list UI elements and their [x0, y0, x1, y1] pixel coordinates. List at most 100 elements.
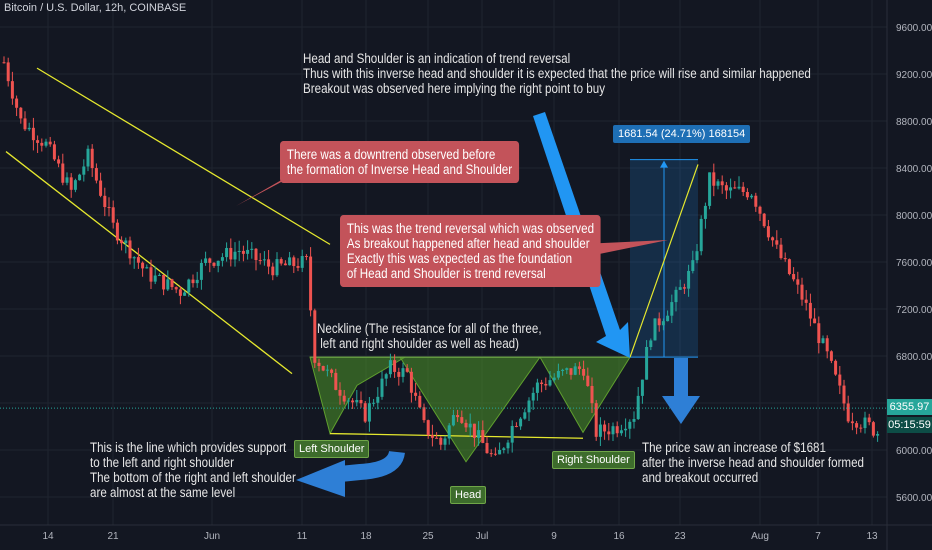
candle-body	[598, 424, 602, 437]
breakout-trend-line	[629, 164, 699, 358]
candle-body	[867, 417, 871, 423]
candle-body	[758, 206, 762, 214]
candle-body	[682, 287, 686, 289]
candle-body	[724, 185, 728, 191]
candle-body	[334, 372, 338, 390]
candle-body	[187, 279, 191, 293]
candle-body	[666, 315, 670, 322]
price-tick-label: 9600.00	[896, 23, 932, 34]
candle-body	[565, 368, 569, 370]
candle-body	[254, 248, 258, 261]
time-tick-label: Jun	[204, 531, 220, 542]
candle-body	[376, 396, 380, 403]
candle-body	[439, 437, 443, 445]
candle-body	[40, 142, 44, 146]
candle-body	[561, 369, 565, 371]
measure-label: 1681.54 (24.71%) 168154	[613, 125, 751, 143]
candle-body	[703, 205, 707, 219]
candle-body	[569, 368, 573, 375]
candle-body	[23, 118, 27, 130]
time-tick-label: Jul	[476, 531, 489, 542]
right-shoulder-label: Right Shoulder	[552, 451, 635, 469]
candle-body	[678, 287, 682, 290]
candle-body	[607, 431, 611, 435]
head-area	[399, 356, 541, 463]
candle-body	[493, 453, 497, 455]
candle-body	[338, 389, 342, 396]
candle-body	[136, 257, 140, 263]
symbol-title: Bitcoin / U.S. Dollar, 12h, COINBASE	[4, 2, 187, 14]
candle-body	[296, 266, 300, 268]
candle-body	[657, 318, 661, 326]
candle-body	[271, 266, 275, 276]
candle-body	[510, 425, 514, 443]
candle-body	[661, 321, 665, 326]
candle-body	[808, 302, 812, 319]
candle-body	[57, 159, 61, 164]
candle-body	[229, 247, 233, 260]
candle-body	[489, 453, 493, 455]
candle-body	[615, 426, 619, 434]
candle-body	[451, 415, 455, 426]
candle-body	[128, 240, 132, 259]
reversal-callout: This was the trend reversal which was ob…	[340, 215, 601, 287]
candle-body	[737, 186, 741, 189]
candle-body	[380, 378, 384, 397]
candle-body	[372, 402, 376, 404]
candle-body	[426, 420, 430, 436]
candle-body	[649, 340, 653, 347]
time-tick-label: 18	[360, 531, 372, 542]
candle-body	[477, 430, 481, 438]
candle-body	[766, 226, 770, 238]
candle-body	[191, 279, 195, 284]
candle-body	[850, 421, 854, 424]
bar-countdown-label: 05:15:59	[887, 417, 932, 433]
candle-body	[409, 371, 413, 393]
candle-body	[804, 299, 808, 303]
candle-body	[552, 377, 556, 381]
candle-body	[855, 423, 859, 428]
candle-body	[367, 403, 371, 422]
candle-body	[787, 259, 791, 275]
candle-body	[838, 374, 842, 386]
candle-body	[430, 435, 434, 438]
candle-body	[199, 262, 203, 280]
candle-body	[355, 399, 359, 403]
candle-body	[636, 395, 640, 420]
candle-body	[304, 256, 308, 258]
candle-body	[779, 244, 783, 259]
candle-body	[716, 181, 720, 186]
candle-body	[472, 423, 476, 438]
candle-body	[422, 407, 426, 421]
candle-body	[813, 318, 817, 324]
candle-body	[78, 174, 82, 181]
candle-body	[750, 195, 754, 198]
channel-upper-line	[36, 67, 331, 245]
candle-body	[775, 240, 779, 245]
down-arrow-shaft	[674, 358, 688, 398]
candle-body	[695, 251, 699, 261]
candle-body	[699, 218, 703, 252]
last-price-label: 6355.97	[887, 399, 932, 415]
candle-body	[590, 385, 594, 404]
candle-body	[359, 399, 363, 404]
time-tick-label: 14	[42, 531, 54, 542]
candle-body	[670, 302, 674, 316]
candle-body	[94, 168, 98, 181]
candle-body	[384, 374, 388, 379]
candle-body	[2, 62, 6, 64]
candle-body	[149, 267, 153, 282]
time-tick-label: 13	[866, 531, 878, 542]
candle-body	[834, 360, 838, 375]
candle-body	[363, 403, 367, 422]
candle-body	[292, 257, 296, 267]
candle-body	[712, 172, 716, 186]
candle-body	[523, 412, 527, 419]
candle-body	[817, 323, 821, 344]
candle-body	[498, 449, 502, 455]
candle-body	[61, 163, 65, 183]
downtrend-callout: There was a downtrend observed before th…	[280, 141, 520, 183]
candle-body	[611, 426, 615, 435]
candle-body	[821, 338, 825, 344]
